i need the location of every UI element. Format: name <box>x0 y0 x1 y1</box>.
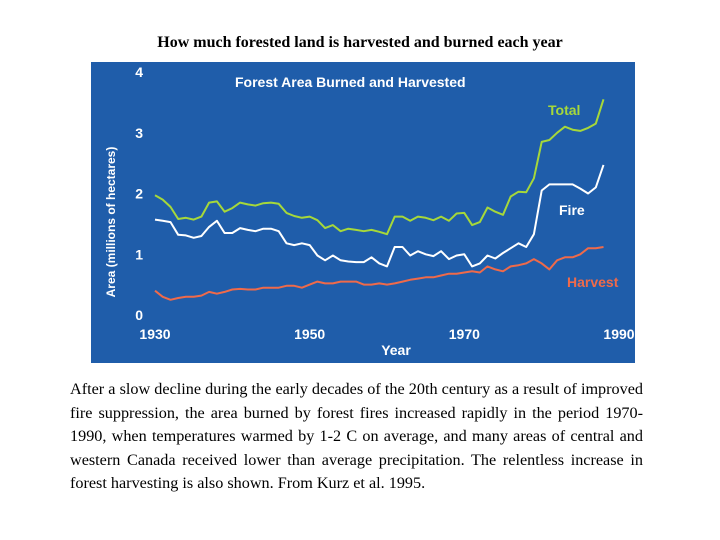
chart-panel: Forest Area Burned and Harvested Area (m… <box>91 62 635 363</box>
x-tick-label: 1990 <box>603 326 634 342</box>
y-tick-label: 1 <box>135 246 143 262</box>
y-axis-label-group: Area (millions of hectares) <box>104 147 118 298</box>
series-lines <box>154 98 605 301</box>
x-tick-label: 1970 <box>449 326 480 342</box>
y-tick-label: 2 <box>135 186 143 202</box>
x-tick-label: 1930 <box>139 326 170 342</box>
series-labels: Total Fire Harvest <box>548 102 619 290</box>
x-tick-labels: 1930 1950 1970 1990 <box>139 326 634 342</box>
x-axis-label: Year <box>381 342 411 358</box>
y-tick-labels: 0 1 2 3 4 <box>135 64 143 323</box>
line-chart: Forest Area Burned and Harvested Area (m… <box>104 64 635 358</box>
y-axis-label: Area (millions of hectares) <box>104 147 118 298</box>
series-label-fire: Fire <box>559 202 585 218</box>
y-tick-label: 0 <box>135 307 143 323</box>
series-line-harvest <box>154 246 604 301</box>
chart-title: Forest Area Burned and Harvested <box>235 74 466 90</box>
series-label-harvest: Harvest <box>567 274 619 290</box>
caption: After a slow decline during the early de… <box>70 380 643 492</box>
series-line-total <box>154 98 605 236</box>
x-tick-label: 1950 <box>294 326 325 342</box>
page-title: How much forested land is harvested and … <box>157 34 563 51</box>
y-tick-label: 3 <box>135 125 143 141</box>
y-tick-label: 4 <box>135 64 143 80</box>
series-line-fire <box>154 164 605 268</box>
series-label-total: Total <box>548 102 580 118</box>
